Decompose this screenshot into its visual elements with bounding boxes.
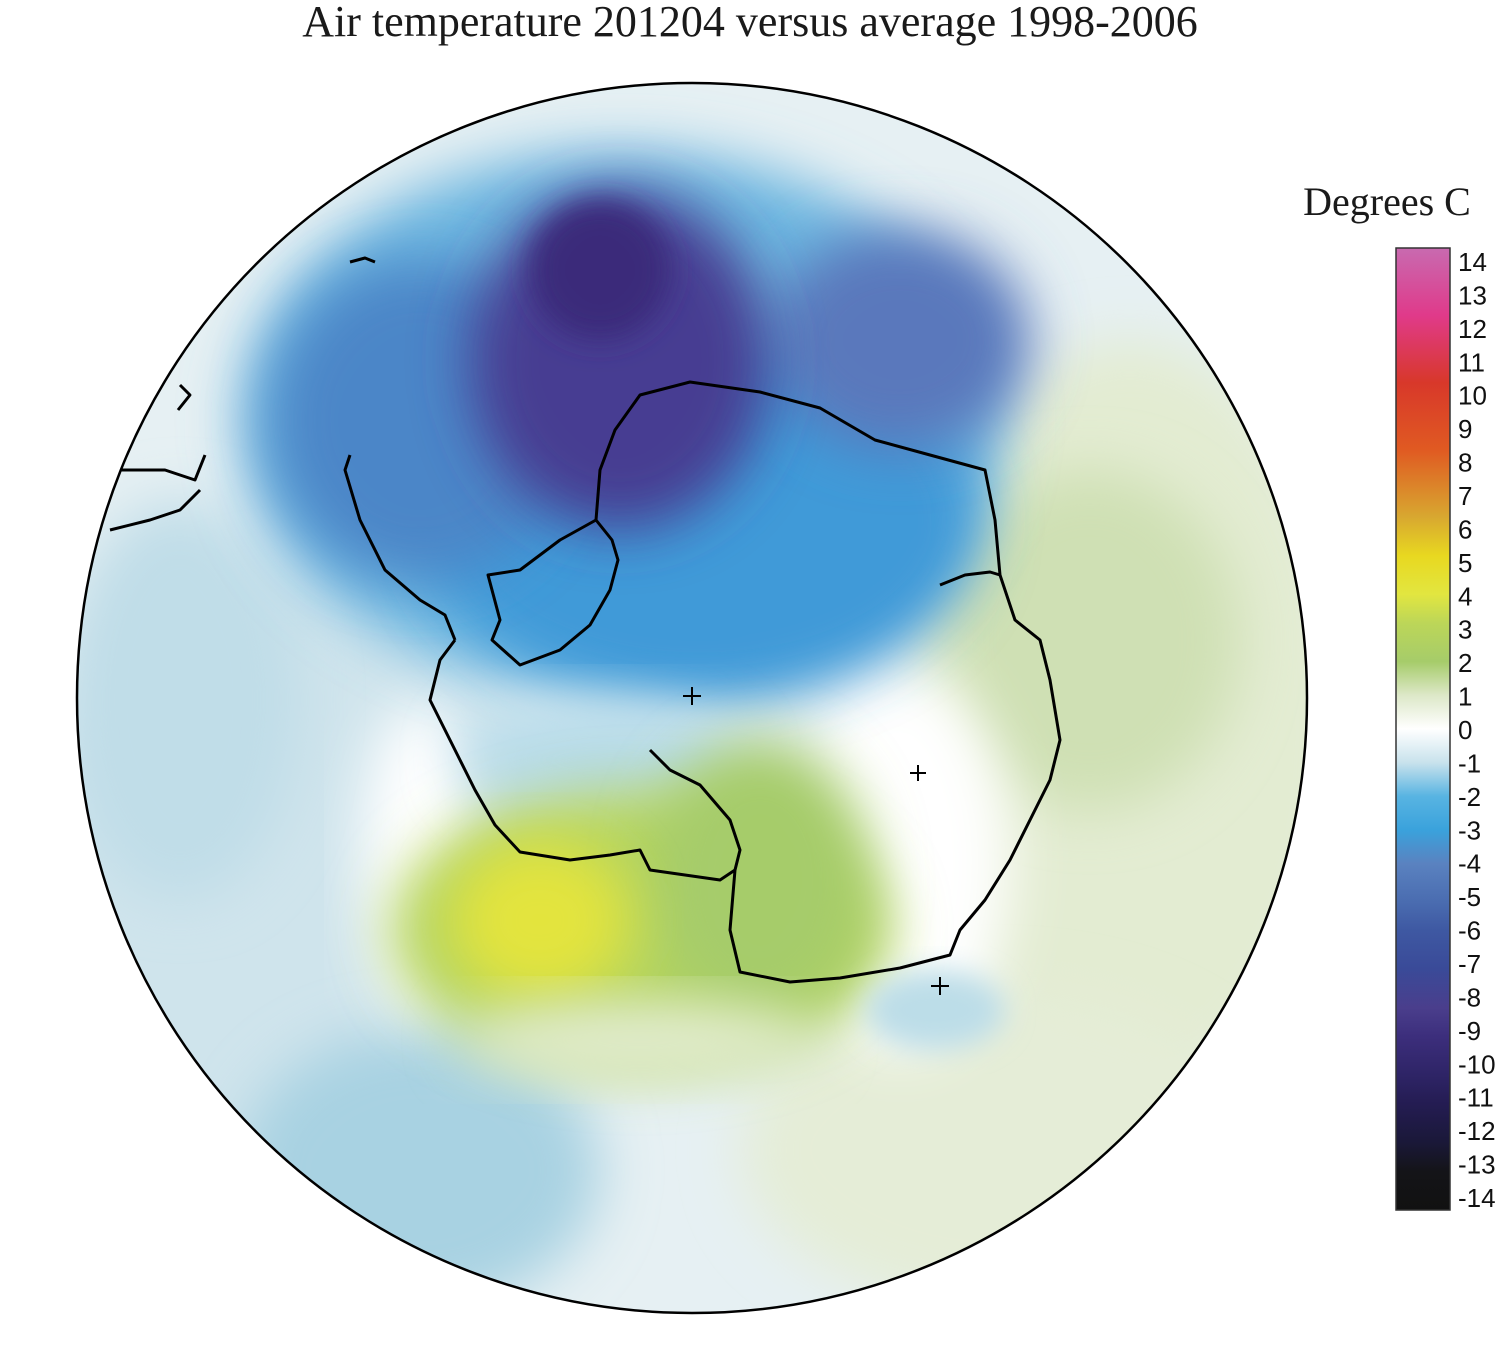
colorbar-tick-label: 8 [1458, 448, 1472, 478]
colorbar-tick-label: -11 [1458, 1083, 1494, 1113]
colorbar-tick-label: 9 [1458, 414, 1472, 444]
colorbar-tick-label: 11 [1458, 347, 1485, 377]
colorbar-tick-label: 13 [1458, 280, 1487, 310]
map-markers [683, 687, 949, 995]
colorbar: 14131211109876543210-1-2-3-4-5-6-7-8-9-1… [1395, 247, 1496, 1213]
south-pole-marker [683, 687, 701, 705]
colorbar-tick-label: -13 [1458, 1150, 1496, 1180]
colorbar-tick-label: -3 [1458, 815, 1481, 845]
colorbar-tick-label: 10 [1458, 381, 1487, 411]
map-boundary-circle [75, 81, 1309, 1315]
colorbar-tick-label: 3 [1458, 615, 1472, 645]
colorbar-gradient [1395, 247, 1451, 1211]
colorbar-tick-label: -14 [1458, 1183, 1496, 1213]
colorbar-tick-label: -9 [1458, 1016, 1481, 1046]
map-title: Air temperature 201204 versus average 19… [302, 0, 1198, 46]
colorbar-tick-label: 6 [1458, 514, 1472, 544]
colorbar-tick-labels: 14131211109876543210-1-2-3-4-5-6-7-8-9-1… [1458, 247, 1496, 1213]
colorbar-tick-label: -6 [1458, 916, 1481, 946]
colorbar-tick-label: 12 [1458, 314, 1487, 344]
colorbar-tick-label: -2 [1458, 782, 1481, 812]
antarctica-coastline [109, 256, 1062, 984]
colorbar-tick-label: 5 [1458, 548, 1472, 578]
colorbar-tick-label: -10 [1458, 1049, 1496, 1079]
legend-title: Degrees C [1303, 179, 1471, 224]
colorbar-tick-label: 1 [1458, 682, 1472, 712]
colorbar-tick-label: 4 [1458, 581, 1472, 611]
colorbar-tick-label: 14 [1458, 247, 1487, 277]
colorbar-tick-label: 2 [1458, 648, 1472, 678]
station-marker [910, 765, 926, 781]
colorbar-tick-label: -5 [1458, 882, 1481, 912]
colorbar-tick-label: 0 [1458, 715, 1472, 745]
colorbar-tick-label: -4 [1458, 849, 1481, 879]
colorbar-tick-label: 7 [1458, 481, 1472, 511]
station-marker [931, 977, 949, 995]
temperature-anomaly-field [77, 83, 1307, 1313]
colorbar-tick-label: -8 [1458, 982, 1481, 1012]
colorbar-tick-label: -12 [1458, 1116, 1496, 1146]
colorbar-tick-label: -1 [1458, 748, 1481, 778]
colorbar-tick-label: -7 [1458, 949, 1481, 979]
